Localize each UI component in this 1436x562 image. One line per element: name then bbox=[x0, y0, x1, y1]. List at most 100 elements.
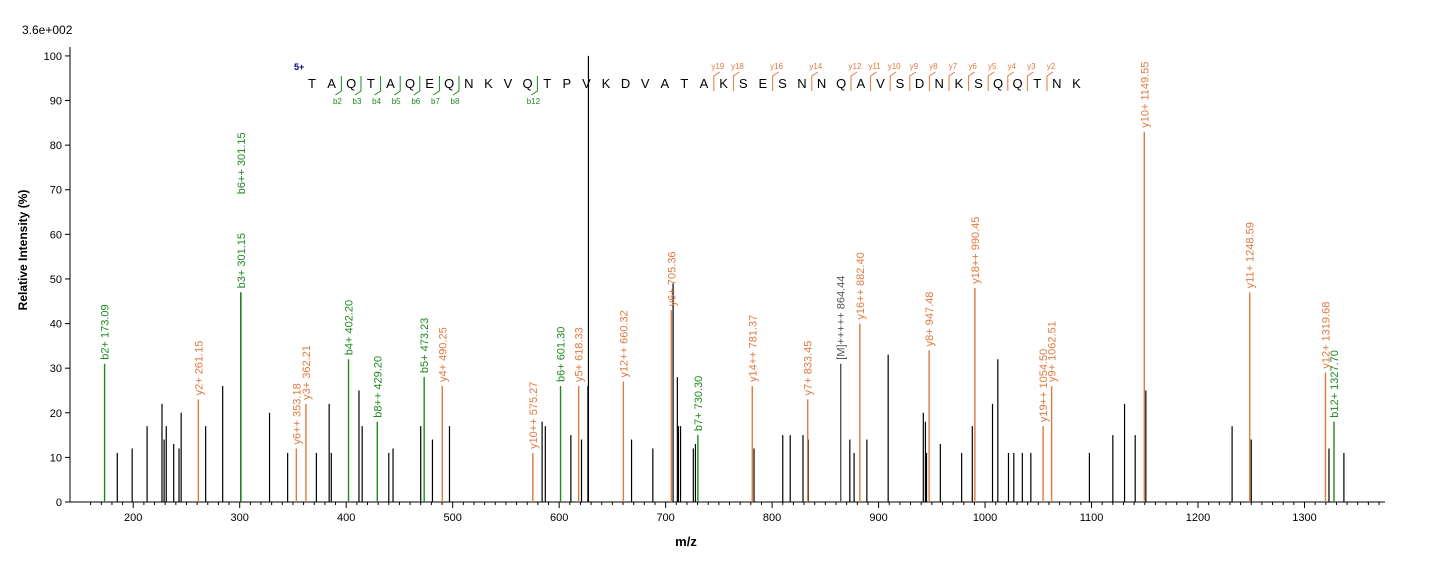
peak-label: y9+ 1062.51 bbox=[1047, 321, 1059, 382]
sequence-residue: P bbox=[562, 76, 571, 91]
sequence-residue: A bbox=[660, 76, 669, 91]
sequence-residue: N bbox=[464, 76, 473, 91]
b-ion-label: b12 bbox=[527, 97, 541, 106]
y-tick-label: 50 bbox=[50, 274, 62, 286]
peak-label: b8++ 429.20 bbox=[372, 356, 384, 418]
y-ion-bracket bbox=[850, 71, 858, 91]
peak-label: y18++ 990.45 bbox=[970, 217, 982, 284]
sequence-residue: Q bbox=[993, 76, 1003, 91]
y-ion-label: y3 bbox=[1027, 62, 1036, 71]
sequence-residue: E bbox=[758, 76, 767, 91]
y-tick-label: 30 bbox=[50, 363, 62, 375]
axes-group: 0 10 20 30 40 50 60 70 80 90 100 200 300 400 500 600 700… bbox=[44, 47, 1385, 524]
peak-label: y5+ 618.33 bbox=[574, 327, 586, 382]
peak-label: y2+ 261.15 bbox=[193, 341, 205, 396]
y-ion-label: y8 bbox=[929, 62, 938, 71]
b-ion-bracket bbox=[433, 76, 440, 96]
peak-label: b3+ 301.15 bbox=[236, 233, 248, 288]
sequence-residue: Q bbox=[346, 76, 356, 91]
sequence-residue: S bbox=[974, 76, 983, 91]
peak-label: y14++ 781.37 bbox=[747, 315, 759, 382]
sequence-residue: V bbox=[641, 76, 650, 91]
y-tick-label: 90 bbox=[50, 96, 62, 108]
b-ion-bracket bbox=[335, 76, 342, 96]
x-tick-label: 1100 bbox=[1080, 512, 1104, 524]
peak-label: y10+ 1149.55 bbox=[1139, 62, 1151, 128]
x-tick-label: 1200 bbox=[1186, 512, 1210, 524]
sequence-residue: Q bbox=[523, 76, 533, 91]
sequence-residue: Q bbox=[1013, 76, 1023, 91]
sequence-residue: T bbox=[367, 76, 375, 91]
y-ion-label: y19 bbox=[711, 62, 724, 71]
y-ion-label: y7 bbox=[949, 62, 958, 71]
y-tick-label: 60 bbox=[50, 229, 62, 241]
b-ion-bracket bbox=[413, 76, 421, 96]
y-tick-label: 100 bbox=[44, 51, 62, 63]
y-axis-label: Relative Intensity (%) bbox=[16, 190, 30, 311]
b-ion-label: b7 bbox=[431, 97, 440, 106]
b-ion-bracket bbox=[452, 76, 460, 96]
x-tick-label: 200 bbox=[124, 512, 142, 524]
y-tick-label: 80 bbox=[50, 140, 62, 152]
b-ion-label: b2 bbox=[333, 97, 342, 106]
sequence-residue: A bbox=[386, 76, 395, 91]
sequence-residue: A bbox=[700, 76, 709, 91]
peak-label: y6+ 705.36 bbox=[666, 251, 678, 306]
x-tick-label: 600 bbox=[550, 512, 568, 524]
peak-label: y8+ 947.48 bbox=[924, 292, 936, 347]
sequence-residue: S bbox=[778, 76, 787, 91]
peak-label: y11+ 1248.59 bbox=[1245, 222, 1257, 288]
y-ion-label: y9 bbox=[910, 62, 919, 71]
peak-label: b5+ 473.23 bbox=[419, 318, 431, 373]
peak-label: b2+ 173.09 bbox=[100, 304, 112, 359]
peak-label: y12++ 660.32 bbox=[618, 310, 630, 377]
peak-label: y19++ 1054.50 bbox=[1038, 349, 1050, 422]
peak-label: [M]+++++ 864.44 bbox=[836, 276, 848, 360]
sequence-residue: D bbox=[915, 76, 924, 91]
y-ion-label: y5 bbox=[988, 62, 997, 71]
y-ion-label: y4 bbox=[1008, 62, 1017, 71]
sequence-residue: T bbox=[1033, 76, 1041, 91]
y-ion-label: y12 bbox=[849, 62, 862, 71]
intensity-scale-label: 3.6e+002 bbox=[22, 23, 73, 37]
b-ion-label: b8 bbox=[451, 97, 460, 106]
y-ion-bracket bbox=[870, 71, 877, 91]
x-tick-label: 1000 bbox=[973, 512, 997, 524]
y-tick-label: 10 bbox=[50, 452, 62, 464]
y-ion-bracket bbox=[968, 71, 975, 91]
sequence-residue: S bbox=[739, 76, 748, 91]
y-ion-bracket bbox=[948, 71, 956, 91]
sequence-residue: Q bbox=[836, 76, 846, 91]
sequence-annotation: 5+T A Q T A Q E Q N K V Q T P V K D V A T A K S E S N N Q A V S D N K S Q Q T… bbox=[294, 62, 1081, 106]
peak-label: b6+ 601.30 bbox=[556, 327, 568, 382]
peak-label: b4+ 402.20 bbox=[344, 300, 356, 355]
peak-label: y16++ 882.40 bbox=[855, 252, 867, 319]
x-tick-label: 400 bbox=[337, 512, 355, 524]
b-ion-bracket bbox=[354, 76, 362, 96]
b-ion-bracket bbox=[531, 76, 538, 96]
y-ion-bracket bbox=[1007, 71, 1015, 91]
sequence-residue: K bbox=[1072, 76, 1081, 91]
b-ion-bracket bbox=[374, 76, 382, 96]
b-ion-label: b3 bbox=[353, 97, 362, 106]
sequence-residue: K bbox=[954, 76, 963, 91]
y-ion-label: y14 bbox=[809, 62, 822, 71]
y-ion-bracket bbox=[889, 71, 897, 91]
x-tick-label: 500 bbox=[443, 512, 461, 524]
sequence-residue: T bbox=[680, 76, 688, 91]
peak-label: y6++ 353.18 bbox=[291, 383, 303, 444]
sequence-residue: K bbox=[602, 76, 611, 91]
sequence-residue: V bbox=[582, 76, 591, 91]
y-ion-bracket bbox=[1046, 71, 1054, 91]
sequence-residue: V bbox=[504, 76, 513, 91]
sequence-residue: S bbox=[896, 76, 905, 91]
y-ion-bracket bbox=[732, 71, 740, 91]
y-ion-label: y11 bbox=[868, 62, 881, 71]
sequence-residue: T bbox=[543, 76, 551, 91]
peak-label: y10++ 575.27 bbox=[528, 382, 540, 449]
sequence-residue: E bbox=[425, 76, 434, 91]
sequence-residue: N bbox=[935, 76, 944, 91]
y-ion-label: y6 bbox=[968, 62, 977, 71]
y-tick-label: 0 bbox=[56, 497, 62, 509]
